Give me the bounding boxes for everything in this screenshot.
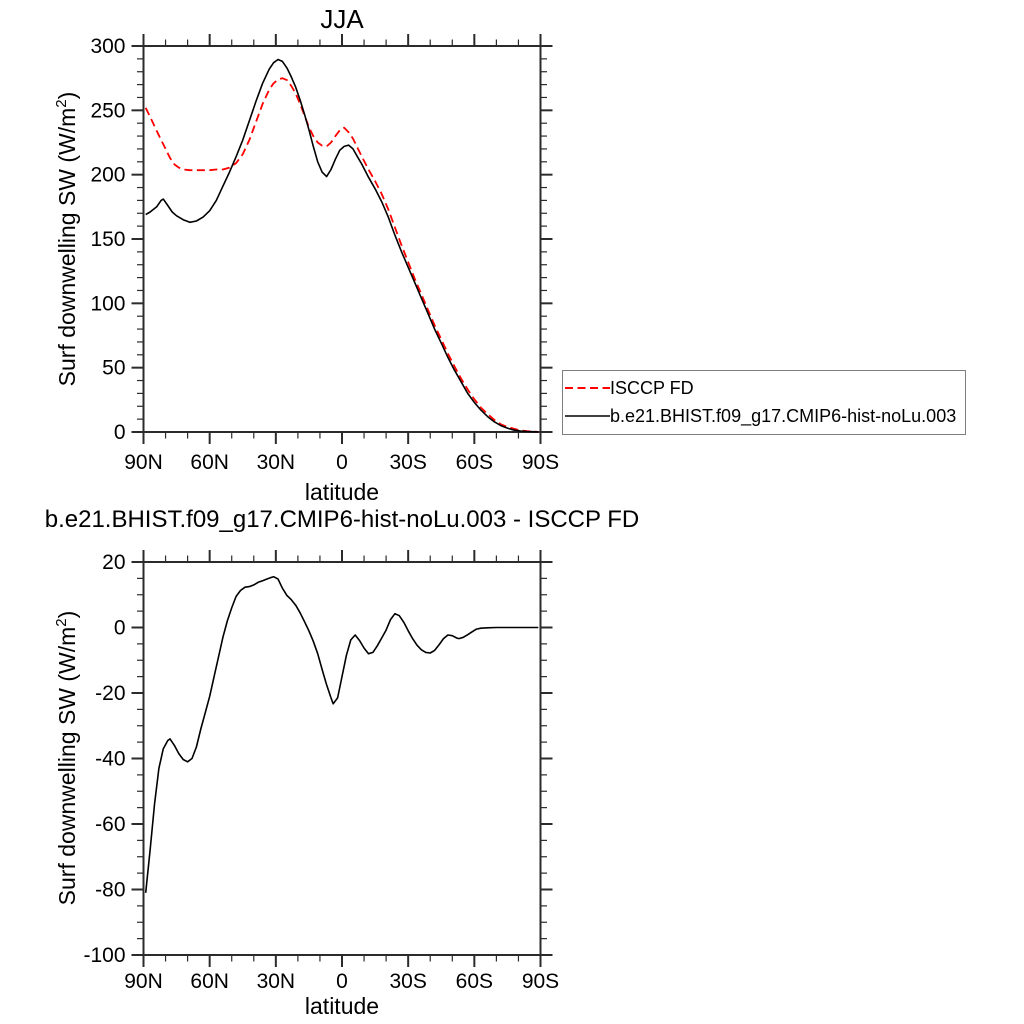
bottom-y-axis-label-sup: 2	[53, 618, 71, 627]
svg-text:0: 0	[336, 970, 348, 993]
top-y-axis-label-text: Surf downwelling SW (W/m	[53, 107, 80, 387]
bottom-panel-title: b.e21.BHIST.f09_g17.CMIP6-hist-noLu.003 …	[44, 506, 640, 533]
svg-text:150: 150	[90, 228, 125, 251]
svg-text:60S: 60S	[456, 970, 493, 993]
svg-text:-80: -80	[95, 879, 125, 902]
svg-text:30N: 30N	[257, 451, 296, 474]
svg-text:90N: 90N	[124, 970, 163, 993]
svg-text:30N: 30N	[257, 970, 296, 993]
bottom-y-axis-label: Surf downwelling SW (W/m2)	[53, 611, 81, 906]
svg-text:30S: 30S	[389, 970, 426, 993]
svg-text:90S: 90S	[522, 451, 559, 474]
svg-text:30S: 30S	[389, 451, 426, 474]
svg-text:-20: -20	[95, 682, 125, 705]
legend-label-isccp-fd: ISCCP FD	[610, 377, 694, 398]
svg-text:-60: -60	[95, 813, 125, 836]
svg-text:200: 200	[90, 164, 125, 187]
svg-text:-100: -100	[83, 944, 125, 967]
top-y-axis-label: Surf downwelling SW (W/m2)	[53, 92, 81, 387]
bottom-y-axis-label-close: )	[53, 610, 80, 619]
svg-text:300: 300	[90, 35, 125, 58]
svg-text:0: 0	[336, 451, 348, 474]
bottom-y-axis-label-text: Surf downwelling SW (W/m	[53, 626, 80, 906]
svg-text:0: 0	[114, 617, 126, 640]
top-y-axis-label-close: )	[53, 91, 80, 100]
top-y-axis-label-sup: 2	[53, 99, 71, 108]
svg-text:90N: 90N	[124, 451, 163, 474]
svg-text:250: 250	[90, 99, 125, 122]
svg-text:60N: 60N	[190, 970, 229, 993]
top-panel-title: JJA	[320, 4, 364, 34]
legend-item-isccp-fd: ISCCP FD	[565, 376, 694, 400]
svg-text:0: 0	[114, 421, 126, 444]
svg-text:-40: -40	[95, 748, 125, 771]
svg-text:60S: 60S	[456, 451, 493, 474]
top-x-axis-label: latitude	[304, 479, 380, 505]
svg-text:60N: 60N	[190, 451, 229, 474]
svg-text:50: 50	[102, 357, 125, 380]
bottom-x-axis-label: latitude	[304, 993, 380, 1019]
legend: ISCCP FD b.e21.BHIST.f09_g17.CMIP6-hist-…	[562, 370, 966, 435]
legend-line-black-solid-icon	[565, 415, 610, 417]
svg-text:20: 20	[102, 551, 125, 574]
legend-line-red-dashed-icon	[565, 387, 610, 389]
legend-item-model: b.e21.BHIST.f09_g17.CMIP6-hist-noLu.003	[565, 404, 956, 428]
svg-text:90S: 90S	[522, 970, 559, 993]
svg-text:100: 100	[90, 292, 125, 315]
legend-label-model: b.e21.BHIST.f09_g17.CMIP6-hist-noLu.003	[610, 405, 957, 426]
